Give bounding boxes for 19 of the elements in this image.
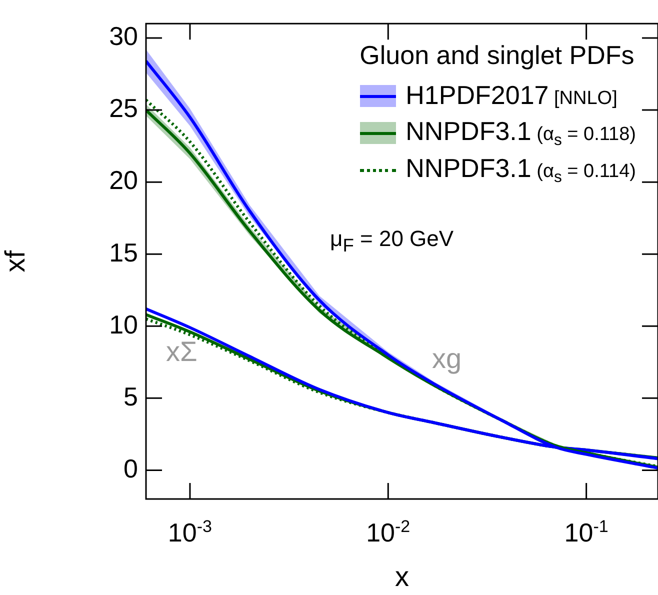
x-tick-label: 10$^{-3}$ <box>168 517 212 549</box>
annotation: xΣ <box>166 336 198 368</box>
x-tick-label: 10$^{-1}$ <box>564 517 608 549</box>
y-axis-title: xf <box>0 250 31 272</box>
y-tick-label: 0 <box>124 453 138 484</box>
legend-title: Gluon and singlet PDFs <box>360 40 636 71</box>
y-tick-label: 15 <box>109 237 138 268</box>
legend-label: H1PDF2017 [NNLO] <box>406 80 618 111</box>
y-tick-label: 30 <box>109 21 138 52</box>
y-tick-label: 5 <box>124 381 138 412</box>
x-axis-title: x <box>395 560 409 592</box>
x-tick-label: 10$^{-2}$ <box>366 517 410 549</box>
y-tick-label: 20 <box>109 165 138 196</box>
y-tick-label: 10 <box>109 309 138 340</box>
annotation: μ$_{F}$ = 20 GeV <box>330 226 454 256</box>
legend-label: NNPDF3.1 (α$_{s}$ = 0.118) <box>406 116 636 150</box>
legend-label: NNPDF3.1 (α$_{s}$ = 0.114) <box>406 152 636 186</box>
y-tick-label: 25 <box>109 93 138 124</box>
annotation: xg <box>432 343 462 375</box>
